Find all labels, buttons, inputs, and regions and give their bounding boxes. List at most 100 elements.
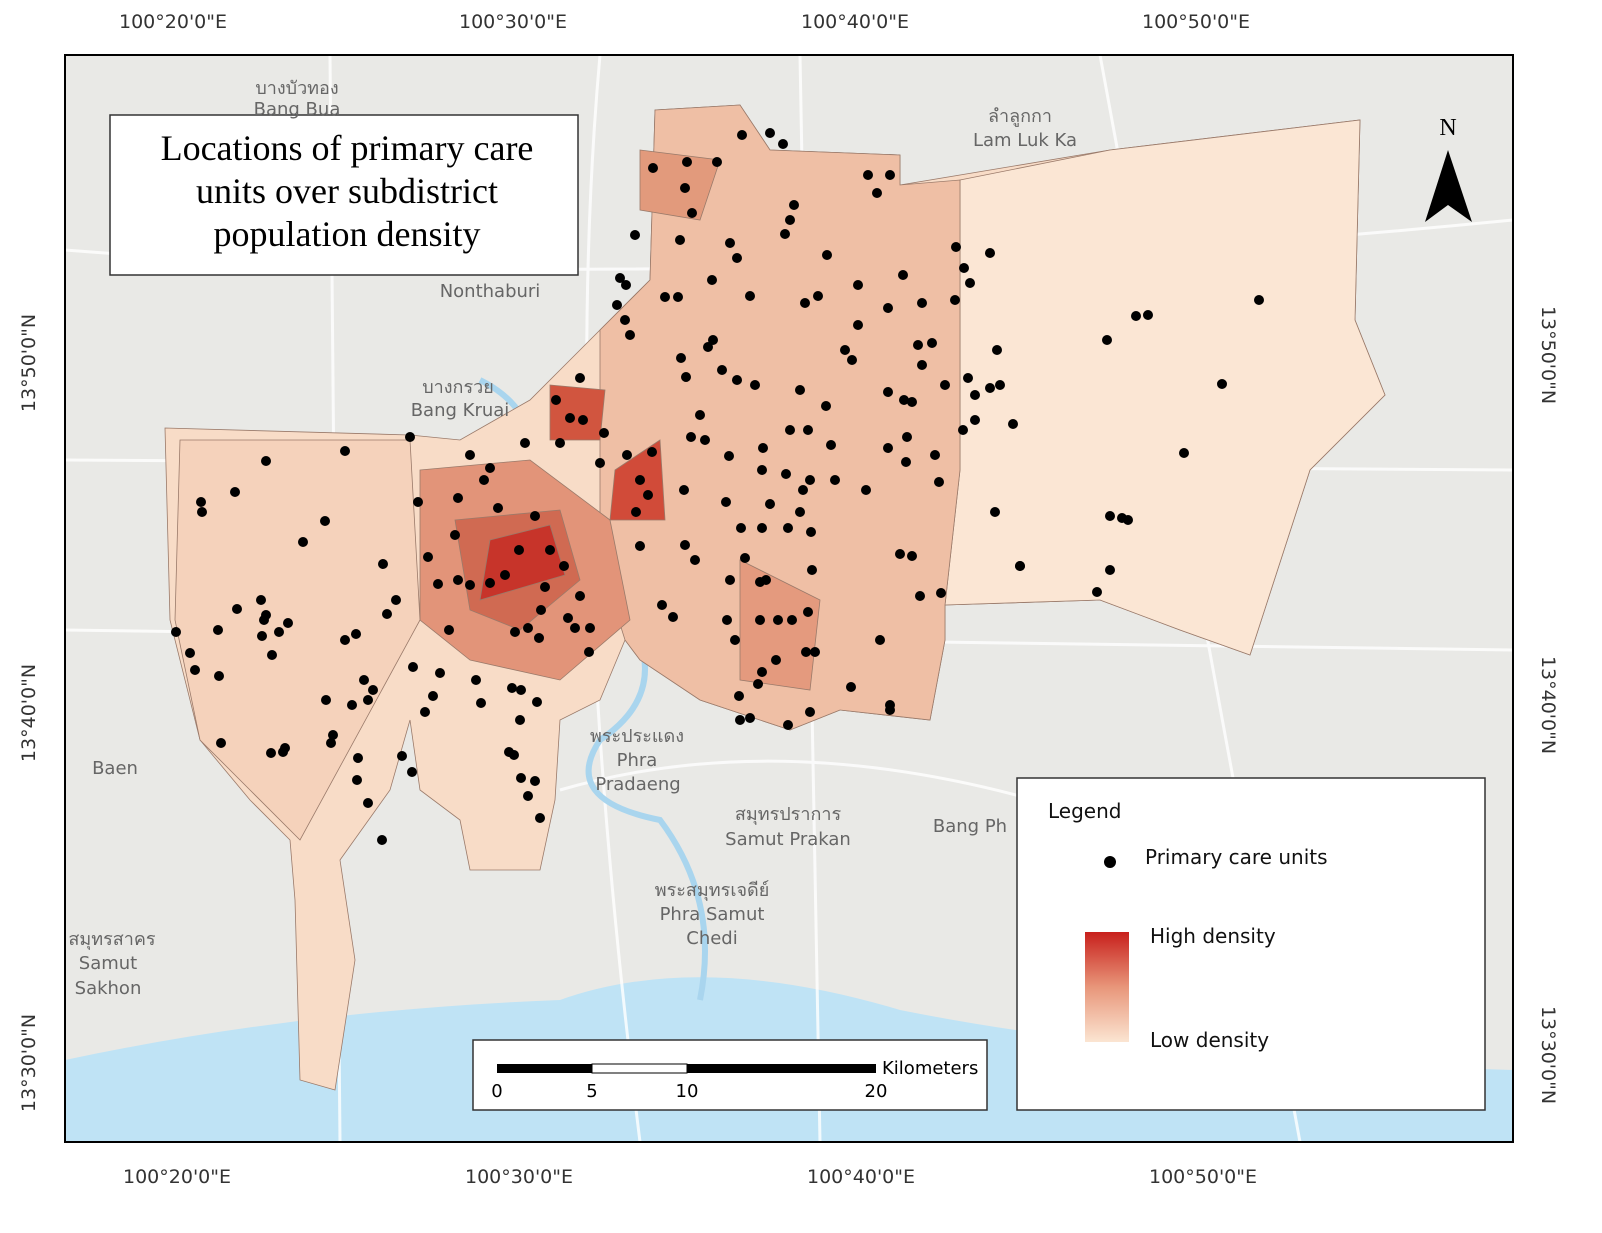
primary-care-unit [465, 450, 475, 460]
scale-tick-label: 0 [491, 1081, 502, 1102]
primary-care-unit [347, 700, 357, 710]
primary-care-unit [735, 715, 745, 725]
primary-care-unit [280, 743, 290, 753]
primary-care-unit [326, 738, 336, 748]
north-label: N [1439, 115, 1456, 141]
primary-care-unit [197, 507, 207, 517]
primary-care-unit [773, 615, 783, 625]
primary-care-unit [321, 695, 331, 705]
primary-care-unit [532, 697, 542, 707]
primary-care-unit [1105, 511, 1115, 521]
primary-care-unit [668, 612, 678, 622]
primary-care-unit [500, 570, 510, 580]
primary-care-unit [420, 707, 430, 717]
primary-care-unit [1217, 379, 1227, 389]
primary-care-unit [992, 345, 1002, 355]
primary-care-unit [453, 493, 463, 503]
primary-care-unit [805, 475, 815, 485]
primary-care-unit [995, 380, 1005, 390]
primary-care-unit [940, 380, 950, 390]
primary-care-unit [800, 298, 810, 308]
latitude-label: 13°30'0"N [18, 1014, 40, 1112]
primary-care-unit [959, 263, 969, 273]
place-label: ลำลูกกา [988, 106, 1052, 127]
primary-care-unit [359, 675, 369, 685]
primary-care-unit [750, 380, 760, 390]
primary-care-unit [725, 238, 735, 248]
primary-care-unit [1254, 295, 1264, 305]
subdistricts [164, 104, 1386, 1091]
primary-care-unit [883, 387, 893, 397]
primary-care-unit [730, 635, 740, 645]
primary-care-unit [958, 425, 968, 435]
primary-care-unit [965, 278, 975, 288]
primary-care-unit [778, 139, 788, 149]
primary-care-unit [232, 604, 242, 614]
primary-care-unit [643, 490, 653, 500]
primary-care-unit [875, 635, 885, 645]
primary-care-unit [259, 615, 269, 625]
primary-care-unit [930, 450, 940, 460]
primary-care-unit [789, 200, 799, 210]
primary-care-unit [885, 170, 895, 180]
primary-care-units [171, 128, 1264, 845]
primary-care-unit [853, 320, 863, 330]
primary-care-unit [523, 623, 533, 633]
primary-care-unit [765, 499, 775, 509]
primary-care-unit [190, 665, 200, 675]
primary-care-unit [724, 451, 734, 461]
title-line: units over subdistrict [196, 171, 498, 211]
primary-care-unit [530, 511, 540, 521]
latitude-label: 13°30'0"N [1537, 1006, 1559, 1104]
primary-care-unit [516, 685, 526, 695]
primary-care-unit [485, 578, 495, 588]
primary-care-unit [578, 415, 588, 425]
primary-care-unit [612, 300, 622, 310]
primary-care-unit [353, 753, 363, 763]
primary-care-unit [510, 627, 520, 637]
primary-care-unit [479, 475, 489, 485]
primary-care-unit [703, 342, 713, 352]
primary-care-unit [951, 242, 961, 252]
scale-tick-label: 10 [676, 1081, 699, 1102]
primary-care-unit [676, 353, 686, 363]
longitude-label: 100°30'0"E [465, 1166, 573, 1188]
primary-care-unit [620, 315, 630, 325]
latitude-label: 13°50'0"N [1537, 306, 1559, 404]
primary-care-unit [680, 183, 690, 193]
place-label: Sakhon [75, 978, 142, 999]
primary-care-unit [675, 235, 685, 245]
primary-care-unit [535, 813, 545, 823]
longitude-label: 100°30'0"E [459, 11, 567, 33]
primary-care-unit [257, 631, 267, 641]
primary-care-unit [901, 457, 911, 467]
primary-care-unit [895, 549, 905, 559]
latitude-label: 13°40'0"N [1537, 656, 1559, 754]
primary-care-unit [435, 668, 445, 678]
scale-tick-label: 5 [586, 1081, 597, 1102]
place-label: Bang Ph [933, 816, 1007, 837]
primary-care-unit [787, 615, 797, 625]
scale-tick-label: 20 [865, 1081, 888, 1102]
primary-care-unit [509, 750, 519, 760]
scale-bar: Kilometers 0 5 10 20 [472, 1039, 988, 1111]
primary-care-unit [795, 385, 805, 395]
primary-care-unit [830, 475, 840, 485]
primary-care-unit [433, 579, 443, 589]
primary-care-unit [185, 648, 195, 658]
latitude-label: 13°50'0"N [18, 314, 40, 412]
primary-care-unit [520, 438, 530, 448]
primary-care-unit [507, 683, 517, 693]
primary-care-unit [745, 291, 755, 301]
primary-care-unit [915, 591, 925, 601]
primary-care-unit [963, 373, 973, 383]
primary-care-unit [563, 613, 573, 623]
primary-care-unit [407, 767, 417, 777]
primary-care-unit [230, 487, 240, 497]
primary-care-unit [700, 435, 710, 445]
primary-care-unit [540, 582, 550, 592]
primary-care-unit [584, 647, 594, 657]
legend: Legend Primary care units High density L… [1016, 777, 1486, 1111]
primary-care-unit [450, 530, 460, 540]
